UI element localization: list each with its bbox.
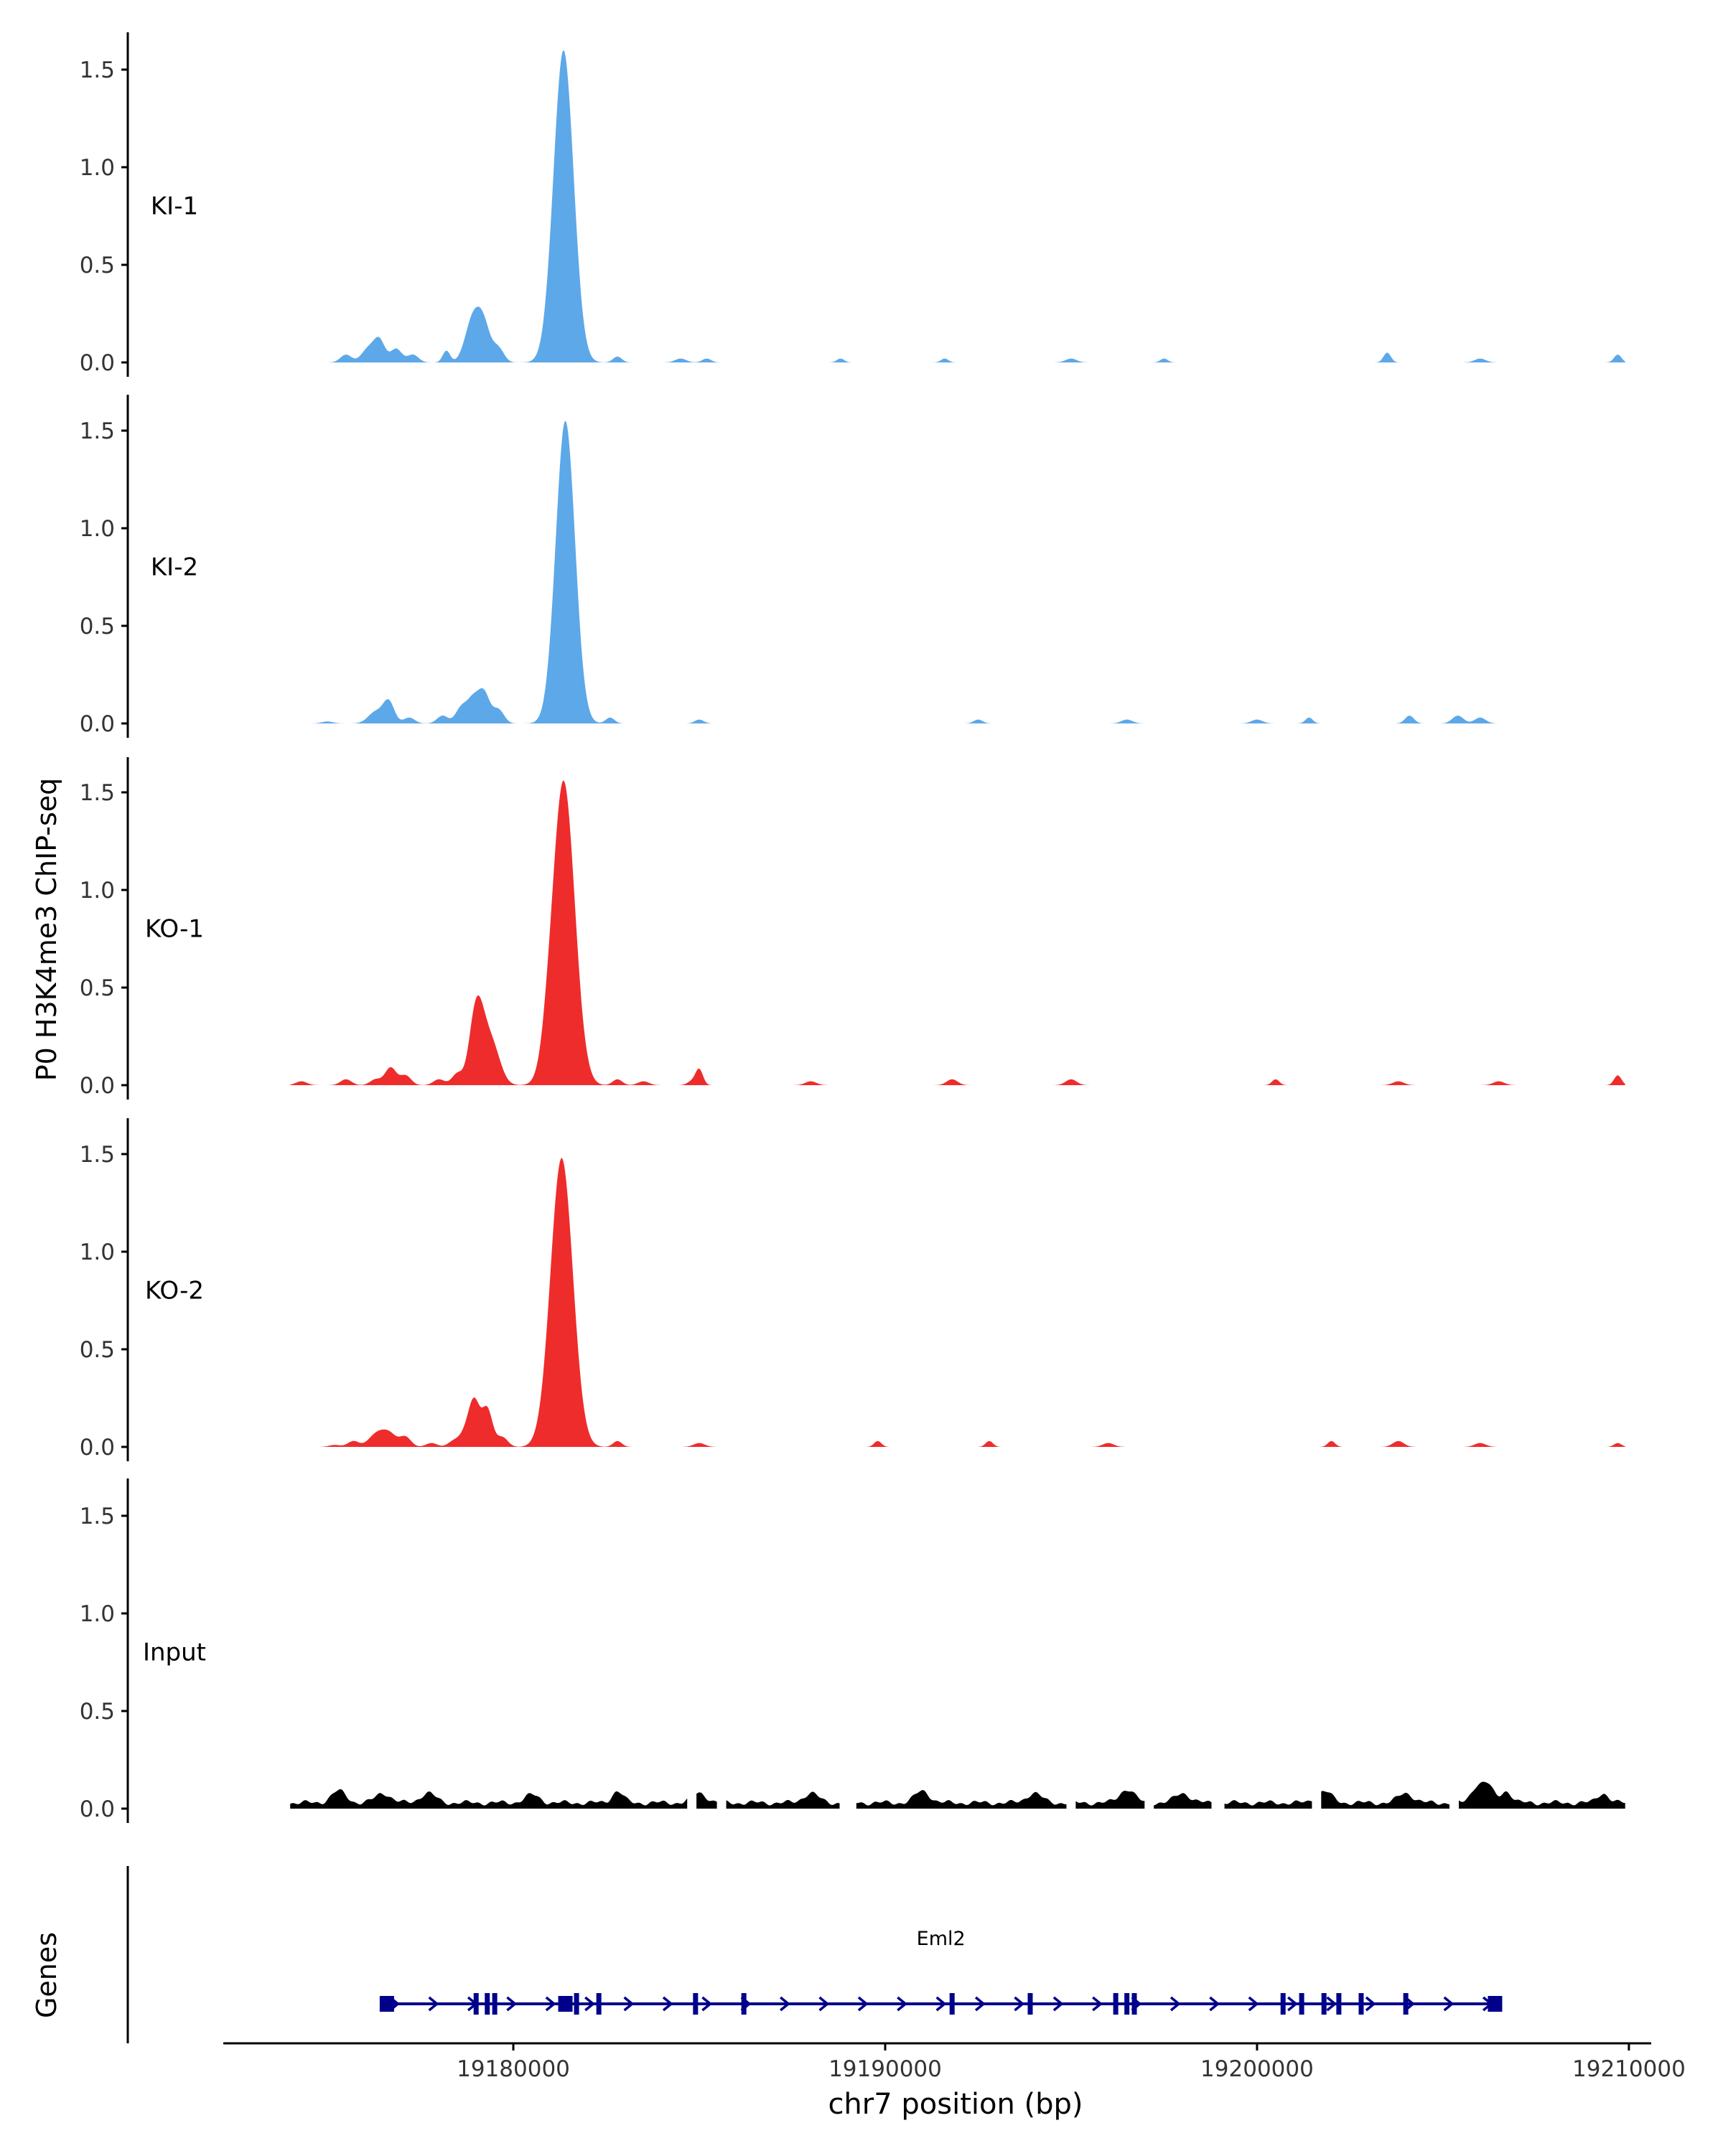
strand-arrow (818, 1996, 830, 2012)
strand-arrow (1248, 1996, 1259, 2012)
strand-arrow (506, 1996, 518, 2012)
exon (1403, 1993, 1409, 2015)
strand-arrow (701, 1996, 713, 2012)
signal-area-ko-2 (290, 1158, 1625, 1447)
strand-arrow (857, 1996, 869, 2012)
exon (379, 1996, 394, 2012)
strand-arrow (780, 1996, 790, 2012)
y-tick-label: 0.0 (80, 711, 115, 737)
x-tick-label: 19210000 (1572, 2056, 1686, 2082)
exon (492, 1993, 498, 2015)
exon (741, 1993, 747, 2015)
strand-arrow (1092, 1996, 1103, 2012)
track-ko-1: 0.0 0.5 1.0 1.5 KO-1 (80, 757, 1625, 1100)
track-ko-2: 0.0 0.5 1.0 1.5 KO-2 (80, 1118, 1625, 1461)
strand-arrow (662, 1996, 673, 2012)
exon (574, 1993, 579, 2015)
strand-arrow (1209, 1996, 1220, 2012)
strand-arrow (897, 1996, 908, 2012)
exon (1336, 1993, 1342, 2015)
track-ki-1: 0.0 0.5 1.0 1.5 KI-1 (80, 32, 1625, 377)
y-tick-label: 1.0 (80, 878, 115, 904)
y-tick-label: 1.5 (80, 780, 115, 806)
exon (1299, 1993, 1304, 2015)
track-label: KI-1 (151, 192, 198, 220)
signal-area-ki-1 (316, 50, 1625, 363)
signal-area-ko-1 (290, 780, 1625, 1085)
exon (1124, 1993, 1130, 2015)
x-axis-label: chr7 position (bp) (828, 2088, 1083, 2121)
signal-area-input (290, 1781, 1625, 1809)
track-input: 0.0 0.5 1.0 1.5 Input (80, 1478, 1625, 1823)
strand-arrow (1169, 1996, 1181, 2012)
y-tick-label: 0.5 (80, 975, 115, 1001)
exon (1027, 1993, 1033, 2015)
exon (949, 1993, 955, 2015)
strand-arrow (935, 1996, 947, 2012)
x-tick-label: 19200000 (1200, 2056, 1314, 2082)
gene-eml2: Eml2 (379, 1928, 1503, 2015)
tracks-layer: 0.0 0.5 1.0 1.5 KI-1 0.0 0.5 1.0 1.5 KI-2 0.0 0.5 1.… (80, 32, 1625, 1823)
x-tick-label: 19190000 (828, 2056, 942, 2082)
track-label: KO-2 (145, 1276, 204, 1305)
exon (1131, 1993, 1137, 2015)
y-tick-label: 0.5 (80, 1337, 115, 1363)
strand-arrow (974, 1996, 986, 2012)
y-tick-label: 0.5 (80, 1699, 115, 1725)
x-axis: 19180000 19190000 19200000 19210000 (223, 2042, 1686, 2082)
exon (596, 1993, 602, 2015)
strand-arrow (1052, 1996, 1064, 2012)
exon (485, 1993, 490, 2015)
exon (473, 1993, 479, 2015)
track-label: Input (143, 1638, 206, 1667)
x-tick-label: 19180000 (457, 2056, 570, 2082)
exon (1488, 1996, 1503, 2012)
exon (693, 1993, 699, 2015)
gene-name-label: Eml2 (917, 1928, 966, 1950)
y-axis-label: P0 H3K4me3 ChIP-seq (31, 778, 62, 1082)
strand-arrow (584, 1996, 595, 2012)
strand-arrow (623, 1996, 635, 2012)
y-tick-label: 1.0 (80, 516, 115, 542)
y-tick-label: 0.5 (80, 614, 115, 639)
strand-arrow (1287, 1996, 1298, 2012)
track-label: KI-2 (151, 553, 198, 581)
exon (1113, 1993, 1119, 2015)
y-tick-label: 0.5 (80, 253, 115, 278)
y-tick-label: 1.5 (80, 418, 115, 444)
track-label: KO-1 (145, 914, 204, 943)
y-tick-label: 0.0 (80, 350, 115, 376)
strand-arrow (1014, 1996, 1025, 2012)
genes-axis-label: Genes (31, 1932, 62, 2018)
strand-arrow (1443, 1996, 1454, 2012)
y-tick-label: 1.0 (80, 155, 115, 181)
y-tick-label: 1.5 (80, 1142, 115, 1168)
exon (1321, 1993, 1327, 2015)
strand-arrow (428, 1996, 439, 2012)
y-tick-label: 0.0 (80, 1796, 115, 1822)
exon (1358, 1993, 1364, 2015)
exon (1280, 1993, 1286, 2015)
track-ki-2: 0.0 0.5 1.0 1.5 KI-2 (80, 395, 1625, 738)
exon (558, 1996, 573, 2012)
y-tick-label: 0.0 (80, 1073, 115, 1099)
strand-arrow (1365, 1996, 1376, 2012)
genes-panel: Eml2 (126, 1866, 1503, 2043)
y-tick-label: 1.0 (80, 1239, 115, 1265)
y-tick-label: 1.0 (80, 1601, 115, 1627)
y-tick-label: 0.0 (80, 1435, 115, 1461)
strand-arrow (545, 1996, 556, 2012)
strand-arrow (1326, 1996, 1337, 2012)
y-tick-label: 1.5 (80, 1504, 115, 1529)
y-tick-label: 1.5 (80, 57, 115, 83)
signal-area-ki-2 (290, 421, 1625, 723)
